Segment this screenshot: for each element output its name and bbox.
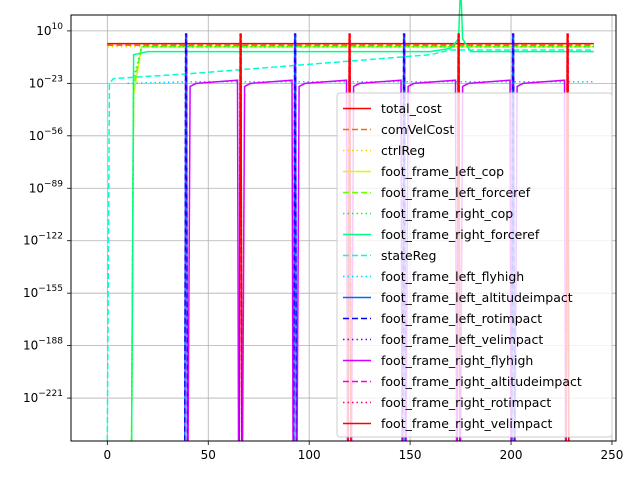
legend-box [336, 92, 613, 438]
y-tick-base: 10 [23, 391, 38, 405]
legend-label: ctrlReg [381, 143, 425, 158]
series-foot-frame-right-velimpact-spike [238, 33, 243, 442]
legend-label: foot_frame_right_forceref [381, 227, 540, 242]
x-tick-label: 150 [399, 448, 422, 462]
y-tick-exponent: −155 [38, 284, 63, 294]
y-tick-label: 1010 [36, 22, 63, 38]
y-tick-exponent: 10 [52, 22, 64, 32]
y-tick-exponent: −188 [38, 337, 63, 347]
x-tick-label: 250 [601, 448, 624, 462]
legend-label: foot_frame_left_altitudeimpact [381, 290, 573, 305]
x-tick-label: 100 [298, 448, 321, 462]
legend-label: foot_frame_right_altitudeimpact [381, 374, 582, 389]
legend-label: foot_frame_left_velimpact [381, 332, 543, 347]
y-tick-exponent: −23 [44, 74, 63, 84]
legend-label: foot_frame_left_forceref [381, 185, 531, 200]
series-foot-frame-left-velimpact-spike [293, 33, 298, 442]
legend-label: foot_frame_right_velimpact [381, 416, 552, 431]
y-tick-label: 10−122 [23, 232, 63, 248]
y-tick-label: 10−23 [29, 74, 63, 90]
y-tick-base: 10 [23, 234, 38, 248]
legend-label: foot_frame_left_cop [381, 164, 504, 179]
y-tick-exponent: −56 [44, 127, 63, 137]
series-foot-frame-right-forceref [130, 0, 594, 442]
y-tick-base: 10 [29, 76, 44, 90]
series-foot-frame-left-velimpact-spike [184, 33, 189, 442]
legend-label: stateReg [381, 248, 436, 263]
legend-label: total_cost [381, 101, 442, 116]
x-axis: 0 50 100 150 200 250 [104, 441, 624, 462]
legend-label: comVelCost [381, 122, 454, 137]
legend-label: foot_frame_left_rotimpact [381, 311, 542, 326]
x-tick-label: 0 [104, 448, 112, 462]
y-tick-label: 10−56 [29, 127, 64, 143]
y-tick-label: 10−188 [23, 337, 63, 353]
y-tick-exponent: −221 [38, 389, 63, 399]
y-axis: 101010−2310−5610−8910−12210−15510−18810−… [23, 22, 71, 405]
legend-label: foot_frame_left_flyhigh [381, 269, 524, 284]
y-tick-label: 10−89 [29, 179, 64, 195]
y-tick-base: 10 [29, 181, 44, 195]
legend-label: foot_frame_right_flyhigh [381, 353, 533, 368]
y-tick-label: 10−221 [23, 389, 63, 405]
series-stateReg [106, 49, 594, 442]
y-tick-base: 10 [23, 339, 38, 353]
y-tick-exponent: −122 [38, 232, 63, 242]
y-tick-exponent: −89 [44, 179, 63, 189]
x-tick-label: 200 [500, 448, 523, 462]
x-tick-label: 50 [201, 448, 216, 462]
y-tick-base: 10 [36, 24, 51, 38]
legend: total_cost comVelCost ctrlReg foot_frame_le… [336, 92, 613, 438]
y-tick-label: 10−155 [23, 284, 63, 300]
series-foot-frame-right-flyhigh-segment [187, 79, 240, 442]
legend-label: foot_frame_right_cop [381, 206, 513, 221]
series-foot-frame-right-flyhigh-segment [241, 79, 294, 442]
legend-label: foot_frame_right_rotimpact [381, 395, 551, 410]
y-tick-base: 10 [23, 286, 38, 300]
axes-frame [70, 14, 617, 442]
y-tick-base: 10 [29, 129, 44, 143]
